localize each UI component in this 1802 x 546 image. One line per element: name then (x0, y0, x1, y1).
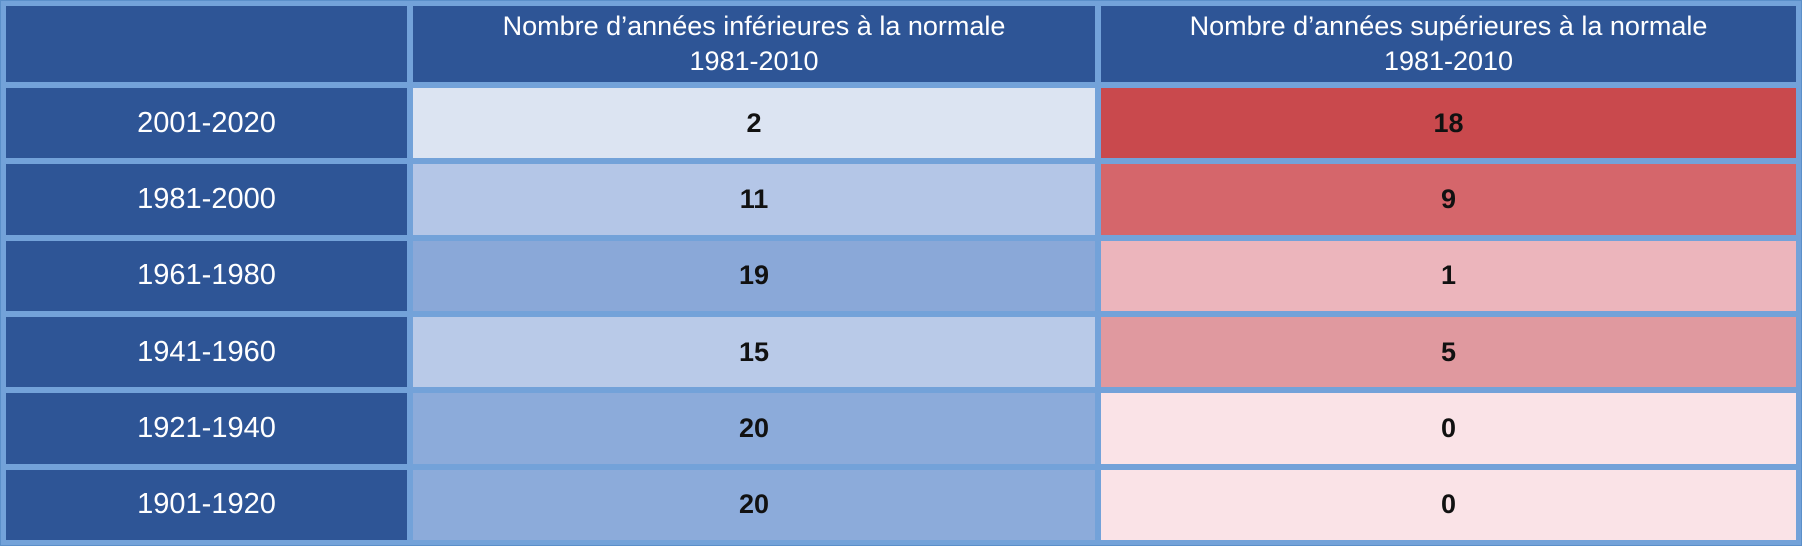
below-normal-value-cell: 20 (413, 393, 1095, 464)
header-above-normal-title: Nombre d’années supérieures à la normale (1189, 10, 1708, 41)
period-cell: 1941-1960 (6, 317, 407, 388)
above-normal-value-cell: 0 (1101, 469, 1796, 540)
header-above-normal: Nombre d’années supérieures à la normale… (1101, 6, 1796, 82)
header-below-normal: Nombre d’années inférieures à la normale… (413, 6, 1095, 82)
period-cell: 1921-1940 (6, 393, 407, 464)
above-normal-value-cell: 18 (1101, 88, 1796, 159)
header-below-normal-subtitle: 1981-2010 (689, 46, 819, 76)
header-below-normal-title: Nombre d’années inférieures à la normale (502, 10, 1006, 41)
header-above-normal-subtitle: 1981-2010 (1383, 46, 1514, 76)
above-normal-value-cell: 0 (1101, 393, 1796, 464)
below-normal-value-cell: 19 (413, 240, 1095, 311)
period-cell: 1901-1920 (6, 469, 407, 540)
period-cell: 1981-2000 (6, 164, 407, 235)
period-cell: 2001-2020 (6, 88, 407, 159)
below-normal-value-cell: 2 (413, 88, 1095, 159)
period-cell: 1961-1980 (6, 240, 407, 311)
below-normal-value-cell: 15 (413, 317, 1095, 388)
below-normal-value-cell: 20 (413, 469, 1095, 540)
above-normal-value-cell: 1 (1101, 240, 1796, 311)
above-normal-value-cell: 5 (1101, 317, 1796, 388)
below-normal-value-cell: 11 (413, 164, 1095, 235)
above-normal-value-cell: 9 (1101, 164, 1796, 235)
header-corner-cell (6, 6, 407, 82)
